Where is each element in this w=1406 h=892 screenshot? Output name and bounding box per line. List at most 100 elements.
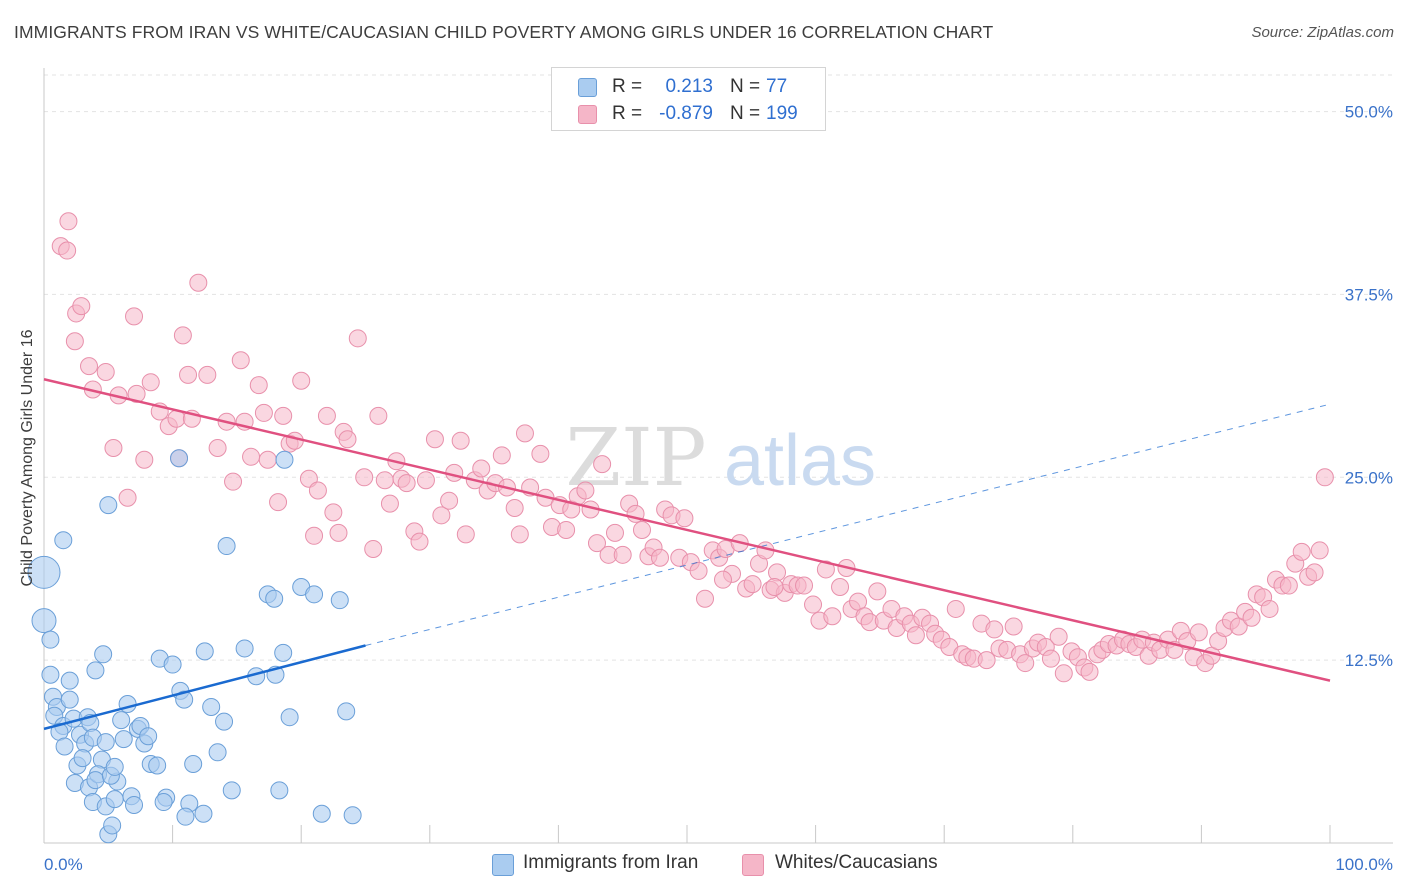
- data-point-white: [456, 525, 475, 544]
- data-point-white: [127, 384, 146, 403]
- data-point-iran: [330, 591, 349, 610]
- data-point-white: [208, 439, 227, 458]
- data-point-white: [96, 362, 115, 381]
- data-point-white: [410, 532, 429, 551]
- legend-n-value: 199: [766, 103, 798, 124]
- data-point-white: [696, 589, 715, 608]
- legend-label-iran: Immigrants from Iran: [523, 852, 699, 873]
- data-point-white: [397, 474, 416, 493]
- data-point-white: [305, 526, 324, 545]
- data-point-white: [380, 494, 399, 513]
- data-point-white: [515, 424, 534, 443]
- data-point-white: [451, 431, 470, 450]
- data-point-white: [831, 578, 850, 596]
- data-point-iran: [148, 756, 167, 775]
- trendline-white: [43, 378, 1331, 682]
- data-point-iran: [195, 642, 214, 661]
- data-point-iran: [60, 671, 79, 690]
- data-point-iran: [163, 655, 182, 674]
- data-point-iran: [41, 630, 60, 649]
- data-point-iran: [154, 793, 173, 812]
- data-point-white: [329, 523, 348, 542]
- data-point-iran: [265, 589, 284, 608]
- data-point-iran: [176, 807, 195, 826]
- data-point-iran: [175, 690, 194, 709]
- data-point-white: [868, 582, 887, 601]
- data-point-white: [650, 548, 669, 567]
- data-point-white: [348, 329, 367, 348]
- data-point-iran: [170, 449, 189, 468]
- data-point-white: [675, 509, 694, 528]
- legend-r-label: R =: [612, 76, 643, 97]
- trendline-iran: [43, 644, 366, 731]
- data-point-white: [765, 578, 784, 596]
- watermark-atlas: atlas: [724, 421, 876, 501]
- data-point-white: [576, 481, 595, 500]
- data-point-iran: [73, 749, 92, 768]
- data-point-white: [804, 595, 823, 614]
- data-point-white: [231, 351, 250, 370]
- data-point-iran: [217, 537, 236, 556]
- legend-swatch-pink: [742, 854, 764, 876]
- data-point-white: [189, 273, 208, 292]
- data-point-white: [557, 520, 576, 539]
- data-point-white: [274, 406, 293, 425]
- data-point-iran: [86, 771, 105, 790]
- data-point-white: [985, 620, 1004, 639]
- data-point-white: [906, 626, 925, 645]
- data-point-iran: [312, 804, 331, 823]
- data-point-white: [179, 365, 198, 384]
- legend-swatch-blue: [578, 78, 597, 97]
- data-point-white: [1080, 662, 1099, 681]
- data-point-iran: [114, 730, 133, 749]
- data-point-white: [80, 357, 99, 376]
- data-point-white: [254, 403, 273, 422]
- data-point-iran: [105, 757, 124, 776]
- x-tick-label: 0.0%: [44, 855, 83, 874]
- data-point-white: [1315, 468, 1334, 487]
- data-point-white: [1004, 617, 1023, 636]
- legend-label-white: Whites/Caucasians: [775, 852, 938, 873]
- data-point-white: [613, 545, 632, 564]
- legend-n-label: N =: [730, 103, 761, 124]
- data-point-white: [510, 525, 529, 544]
- data-point-white: [1260, 599, 1279, 618]
- data-point-iran: [139, 727, 158, 746]
- data-point-white: [946, 599, 965, 618]
- data-point-white: [292, 371, 311, 390]
- data-point-white: [355, 468, 374, 487]
- data-point-white: [65, 332, 84, 351]
- data-point-iran: [96, 733, 115, 752]
- data-point-white: [977, 651, 996, 670]
- data-point-white: [432, 506, 451, 525]
- data-point-white: [492, 446, 511, 465]
- data-point-white: [118, 488, 137, 507]
- y-tick-label: 37.5%: [1345, 285, 1393, 304]
- data-point-white: [58, 241, 77, 260]
- data-point-white: [1189, 623, 1208, 642]
- legend-n-label: N =: [730, 76, 761, 97]
- data-point-iran: [280, 708, 299, 727]
- data-point-white: [593, 455, 612, 474]
- data-point-white: [1242, 608, 1261, 627]
- data-point-white: [505, 499, 524, 518]
- data-point-iran: [94, 645, 113, 664]
- data-point-iran: [41, 665, 60, 684]
- data-point-iran: [215, 712, 234, 731]
- data-point-iran: [184, 755, 203, 774]
- data-point-white: [823, 607, 842, 626]
- data-point-white: [141, 373, 160, 392]
- data-point-iran: [54, 531, 73, 550]
- data-point-white: [714, 570, 733, 589]
- data-point-white: [59, 212, 78, 231]
- data-point-white: [1305, 563, 1324, 582]
- data-point-iran: [343, 806, 362, 825]
- data-point-iran: [105, 790, 124, 809]
- x-tick-label: 100.0%: [1335, 855, 1393, 874]
- data-point-white: [425, 430, 444, 449]
- data-point-white: [308, 481, 327, 500]
- data-point-white: [1016, 654, 1035, 673]
- data-point-iran: [31, 608, 57, 634]
- data-point-white: [795, 576, 814, 595]
- legend-swatch-blue: [492, 854, 514, 876]
